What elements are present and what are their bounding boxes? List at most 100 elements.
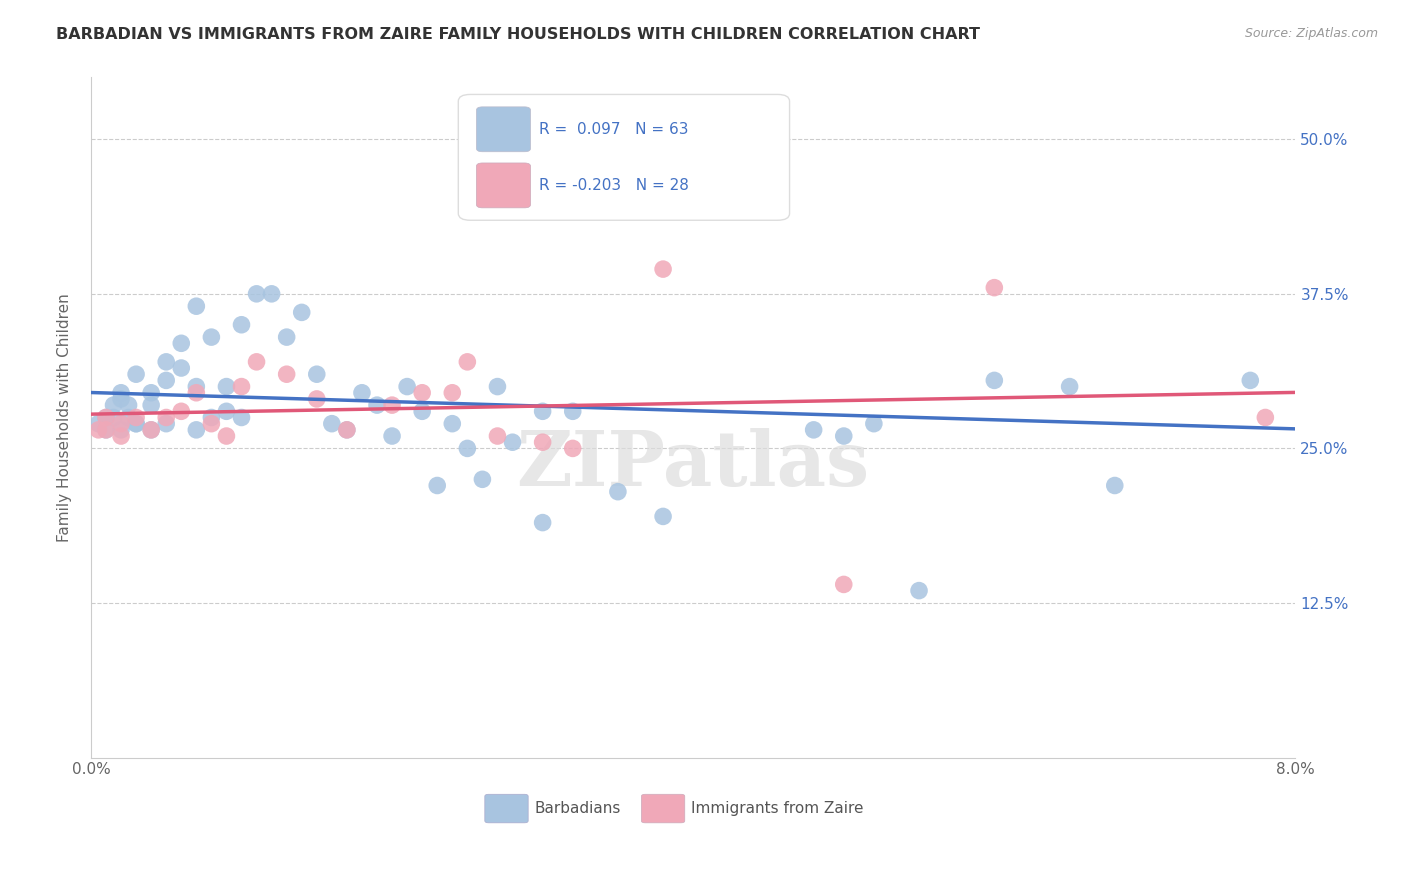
Point: [411, 404, 433, 418]
Point: [186, 423, 208, 437]
Text: Immigrants from Zaire: Immigrants from Zaire: [690, 801, 863, 816]
Point: [103, 410, 125, 425]
Point: [863, 417, 886, 431]
Point: [231, 410, 253, 425]
Point: [606, 484, 628, 499]
Point: [321, 417, 343, 431]
Point: [125, 368, 148, 382]
Point: [215, 429, 238, 443]
Point: [186, 385, 208, 400]
Text: R =  0.097   N = 63: R = 0.097 N = 63: [538, 122, 689, 136]
Point: [441, 417, 464, 431]
Point: [170, 361, 193, 376]
Point: [1239, 373, 1261, 387]
Point: [336, 423, 359, 437]
Point: [87, 423, 110, 437]
Point: [486, 429, 509, 443]
FancyBboxPatch shape: [477, 107, 530, 152]
Point: [396, 379, 419, 393]
Point: [305, 368, 328, 382]
Point: [1059, 379, 1081, 393]
Point: [276, 330, 298, 344]
Point: [141, 423, 163, 437]
Point: [561, 404, 583, 418]
Point: [87, 417, 110, 431]
Point: [94, 410, 117, 425]
FancyBboxPatch shape: [485, 794, 529, 822]
FancyBboxPatch shape: [641, 794, 685, 822]
Point: [381, 429, 404, 443]
Text: ZIPatlas: ZIPatlas: [516, 428, 870, 502]
Point: [832, 429, 855, 443]
Point: [155, 410, 177, 425]
Point: [231, 379, 253, 393]
Point: [94, 423, 117, 437]
Point: [110, 385, 132, 400]
Point: [983, 373, 1005, 387]
Point: [456, 442, 478, 456]
Point: [94, 423, 117, 437]
Point: [110, 417, 132, 431]
Point: [531, 516, 554, 530]
Point: [155, 373, 177, 387]
Point: [983, 280, 1005, 294]
Point: [803, 423, 825, 437]
Point: [531, 404, 554, 418]
Point: [141, 398, 163, 412]
Point: [411, 385, 433, 400]
Point: [170, 336, 193, 351]
Point: [832, 577, 855, 591]
Point: [110, 429, 132, 443]
Point: [652, 509, 675, 524]
Point: [200, 330, 222, 344]
Point: [531, 435, 554, 450]
Point: [260, 286, 283, 301]
Point: [350, 385, 373, 400]
Point: [471, 472, 494, 486]
Point: [200, 410, 222, 425]
FancyBboxPatch shape: [458, 95, 790, 220]
Text: R = -0.203   N = 28: R = -0.203 N = 28: [538, 178, 689, 193]
Point: [170, 404, 193, 418]
Point: [125, 417, 148, 431]
Point: [117, 398, 139, 412]
Point: [336, 423, 359, 437]
Point: [231, 318, 253, 332]
Point: [652, 262, 675, 277]
Text: BARBADIAN VS IMMIGRANTS FROM ZAIRE FAMILY HOUSEHOLDS WITH CHILDREN CORRELATION C: BARBADIAN VS IMMIGRANTS FROM ZAIRE FAMIL…: [56, 27, 980, 42]
Point: [103, 398, 125, 412]
Point: [155, 417, 177, 431]
Text: Barbadians: Barbadians: [534, 801, 620, 816]
Point: [110, 423, 132, 437]
FancyBboxPatch shape: [477, 163, 530, 208]
Point: [291, 305, 314, 319]
Point: [245, 355, 267, 369]
Point: [215, 379, 238, 393]
Point: [125, 417, 148, 431]
Point: [561, 442, 583, 456]
Point: [245, 286, 267, 301]
Point: [502, 435, 524, 450]
Y-axis label: Family Households with Children: Family Households with Children: [58, 293, 72, 541]
Point: [1254, 410, 1277, 425]
Point: [117, 410, 139, 425]
Text: Source: ZipAtlas.com: Source: ZipAtlas.com: [1244, 27, 1378, 40]
Point: [155, 355, 177, 369]
Point: [141, 385, 163, 400]
Point: [426, 478, 449, 492]
Point: [186, 379, 208, 393]
Point: [758, 163, 780, 178]
Point: [381, 398, 404, 412]
Point: [276, 368, 298, 382]
Point: [110, 392, 132, 406]
Point: [215, 404, 238, 418]
Point: [141, 423, 163, 437]
Point: [200, 417, 222, 431]
Point: [456, 355, 478, 369]
Point: [441, 385, 464, 400]
Point: [366, 398, 388, 412]
Point: [305, 392, 328, 406]
Point: [94, 410, 117, 425]
Point: [486, 379, 509, 393]
Point: [908, 583, 931, 598]
